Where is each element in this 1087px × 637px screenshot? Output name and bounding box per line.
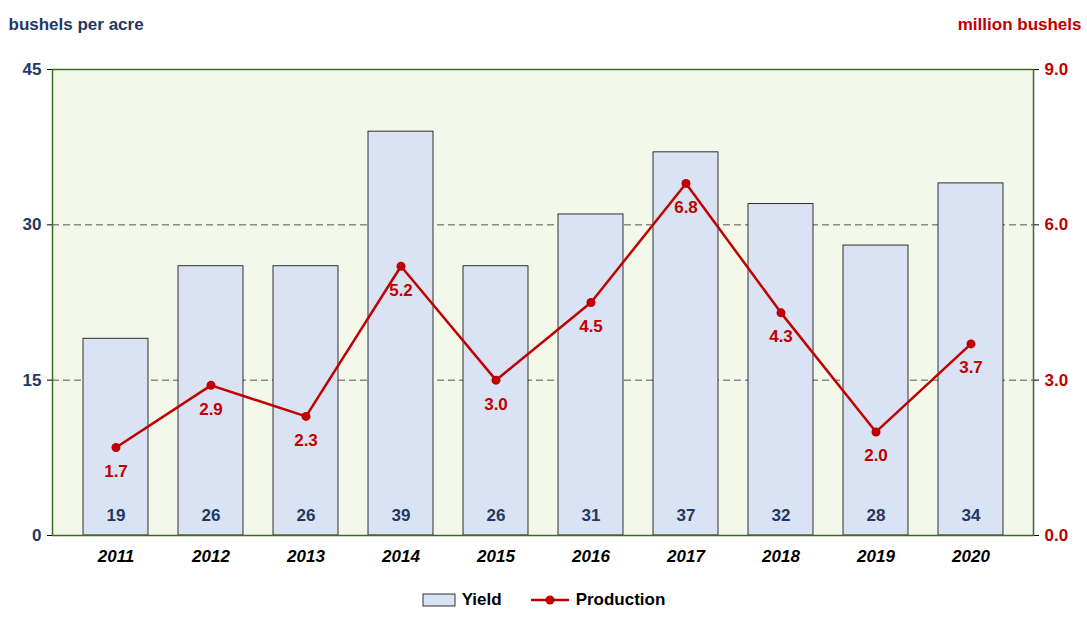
svg-text:2016: 2016 xyxy=(571,547,610,566)
svg-text:32: 32 xyxy=(772,506,791,525)
svg-text:million bushels: million bushels xyxy=(958,15,1082,34)
svg-text:45: 45 xyxy=(23,60,42,79)
svg-text:2020: 2020 xyxy=(951,547,990,566)
svg-text:0.0: 0.0 xyxy=(1045,526,1069,545)
svg-text:30: 30 xyxy=(23,215,42,234)
svg-text:5.2: 5.2 xyxy=(389,281,413,300)
svg-text:0: 0 xyxy=(32,526,41,545)
html-text:Production: Production xyxy=(575,590,666,609)
svg-text:15: 15 xyxy=(23,371,42,390)
svg-text:39: 39 xyxy=(392,506,411,525)
svg-text:2017: 2017 xyxy=(666,547,706,566)
svg-text:4.3: 4.3 xyxy=(769,327,793,346)
svg-text:37: 37 xyxy=(677,506,696,525)
svg-text:3.0: 3.0 xyxy=(1045,371,1069,390)
svg-text:2.0: 2.0 xyxy=(864,446,888,465)
html-text:Yield: Yield xyxy=(461,590,502,609)
svg-text:34: 34 xyxy=(962,506,981,525)
svg-text:1.7: 1.7 xyxy=(104,462,128,481)
svg-text:26: 26 xyxy=(202,506,221,525)
svg-text:19: 19 xyxy=(107,506,126,525)
svg-text:2013: 2013 xyxy=(286,547,325,566)
svg-text:2015: 2015 xyxy=(476,547,515,566)
svg-text:28: 28 xyxy=(867,506,886,525)
svg-text:3.7: 3.7 xyxy=(959,358,983,377)
svg-text:26: 26 xyxy=(297,506,316,525)
svg-text:2019: 2019 xyxy=(856,547,895,566)
svg-text:bushels per acre: bushels per acre xyxy=(9,15,144,34)
svg-text:2011: 2011 xyxy=(97,547,135,566)
svg-text:6.0: 6.0 xyxy=(1045,215,1069,234)
svg-text:2.3: 2.3 xyxy=(294,431,318,450)
svg-text:6.8: 6.8 xyxy=(674,198,698,217)
svg-text:9.0: 9.0 xyxy=(1045,60,1069,79)
svg-text:2014: 2014 xyxy=(381,547,420,566)
svg-text:31: 31 xyxy=(582,506,601,525)
svg-text:2012: 2012 xyxy=(191,547,230,566)
svg-text:2018: 2018 xyxy=(761,547,800,566)
svg-text:4.5: 4.5 xyxy=(579,317,603,336)
svg-text:2.9: 2.9 xyxy=(199,400,223,419)
svg-text:3.0: 3.0 xyxy=(484,395,508,414)
svg-text:26: 26 xyxy=(487,506,506,525)
